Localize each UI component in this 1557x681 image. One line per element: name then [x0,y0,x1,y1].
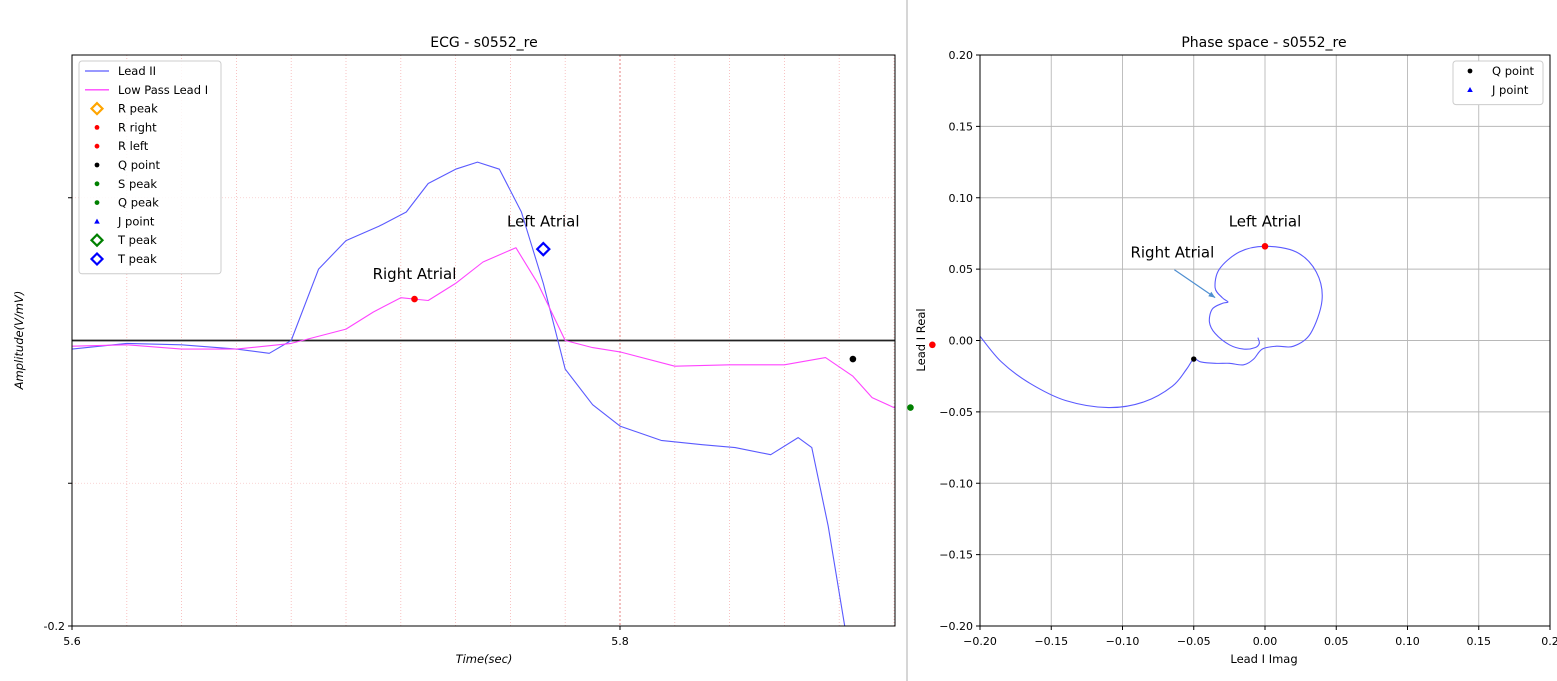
ecg-chart: ECG - s0552_re 5.6 5.8 -0.2 Time(sec) Ampl… [12,35,936,666]
ecg-legend-label: J point [117,214,155,228]
ecg-marker-r-right [411,295,418,303]
ecg-legend-label: Lead II [118,64,156,78]
phase-x-tick-label: 0.15 [1467,635,1492,648]
ecg-legend-swatch [89,101,105,116]
ecg-series-line-0 [72,161,846,626]
phase-x-tick-label: −0.10 [1106,635,1140,648]
phase-y-tick-label: −0.15 [939,549,973,562]
phase-y-tick-label: 0.00 [949,335,974,348]
ecg-legend-swatch [94,218,100,224]
phase-series-group [980,245,1323,409]
phase-y-axis-label: Lead I Real [914,308,928,371]
ecg-legend-swatch [89,233,105,248]
phase-y-tick-label: −0.05 [939,406,973,419]
ecg-legend-label: Q point [118,158,161,172]
ecg-legend: Lead II Low Pass Lead I R peak R right R lef… [78,60,222,275]
ecg-marker-q-point [849,355,857,363]
ecg-legend-label: R peak [118,102,158,116]
ecg-legend-swatch [94,162,100,168]
phase-legend: Q point J point [1452,60,1544,106]
phase-annotation: Right Atrial [1130,244,1214,262]
phase-x-tick-label: 0.05 [1324,635,1349,648]
ecg-x-tick-label: 5.6 [63,635,81,648]
phase-x-tick-label: 0.10 [1395,635,1420,648]
phase-y-tick-label: 0.20 [949,49,974,62]
phase-x-tick-label: 0.00 [1253,635,1278,648]
ecg-series-group [72,161,895,626]
ecg-legend-label: Low Pass Lead I [118,83,208,97]
phase-x-tick-label: −0.15 [1034,635,1068,648]
ecg-legend-swatch [94,143,100,149]
phase-marker-q-point [1191,356,1197,362]
phase-annotation: Left Atrial [1229,212,1302,230]
ecg-legend-label: R right [118,120,157,134]
ecg-legend-swatch [89,251,105,267]
ecg-y-axis-label: Amplitude(V/mV) [12,291,26,391]
ecg-legend-label: Q peak [118,196,159,210]
phase-markers-group [1191,242,1269,362]
ecg-plot-frame [71,54,896,627]
phase-y-tick-label: −0.20 [939,620,973,633]
ecg-y-tick-label: -0.2 [44,620,65,633]
ecg-legend-label: T peak [117,252,157,266]
phase-chart-title: Phase space - s0552_re [1181,35,1346,51]
phase-marker-left-atrial [1261,242,1269,250]
ecg-marker-r-left [929,341,936,349]
ecg-annotation: Left Atrial [507,212,580,230]
ecg-x-tick-label: 5.8 [611,635,629,648]
phase-y-tick-label: 0.15 [949,120,974,133]
phase-legend-swatch [1467,87,1473,93]
ecg-annotations: Right Atrial Left Atrial [373,212,580,283]
phase-x-tick-label: −0.20 [963,635,997,648]
ecg-legend-label: S peak [118,177,157,191]
ecg-legend-swatch [94,200,100,206]
phase-x-tick-label: 0.2 [1541,635,1557,648]
phase-annotation-arrowhead [1208,291,1216,298]
ecg-x-axis-label: Time(sec) [456,652,513,666]
ecg-legend-label: T peak [117,233,157,247]
phase-legend-box [1452,60,1544,106]
phase-annotations: Left Atrial Right Atrial [1130,212,1302,299]
phase-legend-label: J point [1491,83,1529,97]
ecg-ticks: 5.6 5.8 -0.2 [44,197,629,648]
ecg-legend-swatch [94,125,100,130]
phase-x-tick-label: −0.05 [1177,635,1211,648]
phase-legend-label: Q point [1492,64,1535,78]
ecg-legend-box [78,60,222,275]
ecg-legend-swatch [94,181,100,187]
phase-y-tick-label: 0.05 [949,263,974,276]
ecg-markers-group [411,241,936,411]
phase-x-axis-label: Lead I Imag [1230,652,1297,666]
ecg-legend-label: R left [118,139,149,153]
ecg-series-line-2 [72,247,895,409]
phase-annotation-arrow [1174,269,1216,299]
phase-y-tick-label: −0.10 [939,477,973,490]
ecg-marker-s-peak [907,404,914,411]
phase-grid [980,55,1550,626]
ecg-annotation: Right Atrial [373,265,457,283]
ecg-marker-t-peak [535,241,551,257]
phase-trajectory-line [980,245,1323,409]
phase-chart: Phase space - s0552_re −0.20 −0.15 −0.10 −0… [914,35,1557,666]
phase-legend-swatch [1467,68,1473,74]
ecg-chart-title: ECG - s0552_re [430,35,537,51]
phase-y-tick-label: 0.10 [949,192,974,205]
phase-ticks: −0.20 −0.15 −0.10 −0.05 0.00 0.05 0.10 0.15 0.20… [939,49,1557,648]
